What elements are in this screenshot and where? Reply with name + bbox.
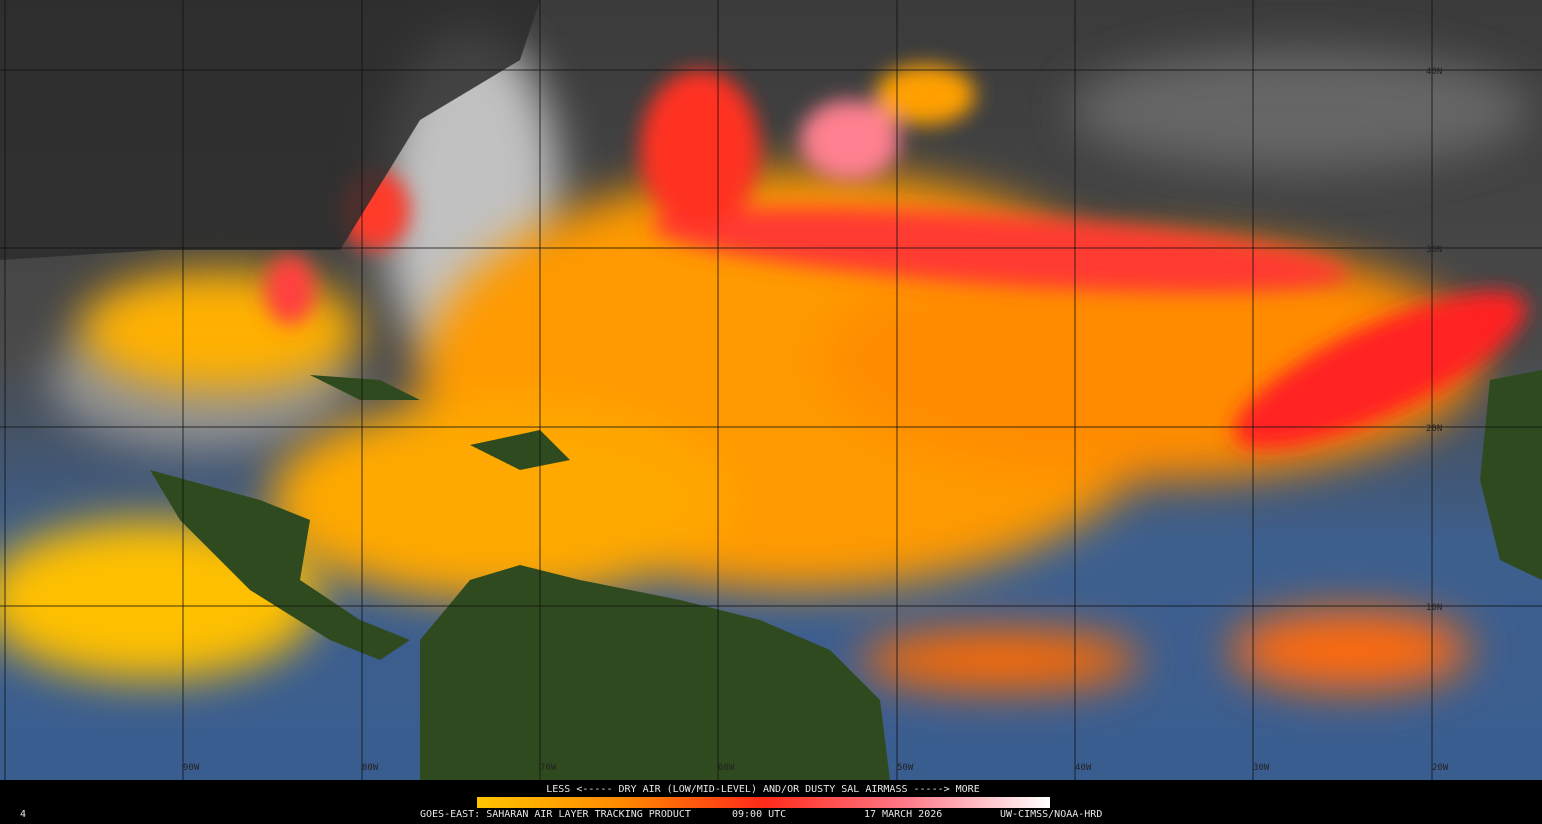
- lon-label: 30W: [1253, 763, 1270, 773]
- lat-label: 20N: [1426, 424, 1442, 434]
- lat-label: 40N: [1426, 67, 1442, 77]
- product-name: GOES-EAST: SAHARAN AIR LAYER TRACKING PR…: [420, 809, 691, 820]
- lon-label: 70W: [540, 763, 557, 773]
- time: 09:00 UTC: [732, 809, 786, 820]
- lon-label: 20W: [1432, 763, 1449, 773]
- date: 17 MARCH 2026: [864, 809, 942, 820]
- legend-caption: LESS <----- DRY AIR (LOW/MID-LEVEL) AND/…: [546, 784, 979, 795]
- colorbar: [477, 797, 1050, 808]
- lat-lon-grid: [0, 0, 1542, 780]
- lat-label: 30N: [1426, 245, 1442, 255]
- lon-label: 90W: [183, 763, 200, 773]
- lon-label: 40W: [1075, 763, 1092, 773]
- lon-label: 50W: [897, 763, 914, 773]
- credit: UW-CIMSS/NOAA-HRD: [1000, 809, 1102, 820]
- corner-label: 4: [20, 809, 26, 820]
- lon-label: 60W: [718, 763, 735, 773]
- grid-labels: 40N 30N 20N 10N 90W 80W 70W 60W 50W 40W 30W 20W: [183, 67, 1449, 773]
- lat-label: 10N: [1426, 603, 1442, 613]
- imagery: [0, 0, 1542, 780]
- lon-label: 80W: [362, 763, 379, 773]
- land: [150, 370, 1542, 780]
